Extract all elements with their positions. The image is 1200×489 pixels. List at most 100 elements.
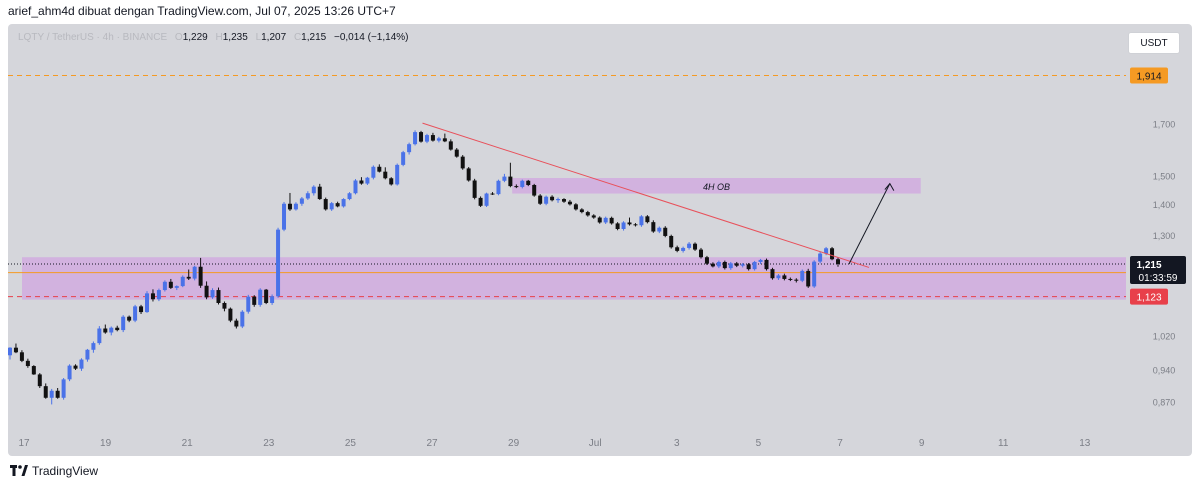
candle-body [127,316,132,321]
candle-body [484,193,489,206]
candle-body [419,132,424,142]
candle-body [97,328,102,344]
arrow-head-icon [884,182,895,191]
candle-body [311,186,316,194]
candle-body [704,257,709,264]
symbol-legend: LQTY / TetherUS · 4h · BINANCE O1,229 H1… [18,32,408,43]
candle-body [401,152,406,165]
candle-body [198,266,203,286]
candle-body [782,275,787,279]
candle-body [520,180,525,187]
footer-branding: TradingView [10,464,98,478]
candle-body [627,222,632,225]
candle-body [282,203,287,230]
price-badge [1130,67,1168,84]
high-value: 1,235 [222,32,248,43]
x-tick-label: 3 [674,438,680,449]
candle-body [31,366,36,375]
candle-body [651,222,656,232]
price-badge [1130,288,1168,305]
candle-body [180,276,185,287]
candle-body [287,203,292,210]
candle-body [85,349,90,360]
chart-caption: arief_ahm4d dibuat dengan TradingView.co… [8,4,396,18]
candle-body [329,203,334,210]
candle-body [752,261,757,270]
high-label: H [215,32,223,43]
candle-body [115,327,120,331]
order-block-zone [512,177,921,194]
candle-body [585,212,590,216]
trendline [422,122,870,268]
candle-body [818,253,823,262]
candle-body [490,193,495,195]
candle-body [413,132,418,145]
candle-body [722,261,727,269]
candle-body [806,270,811,287]
candle-body [192,266,197,279]
y-tick-label: 1,300 [1153,231,1176,241]
candle-body [13,347,18,353]
candle-body [246,296,251,312]
candle-body [252,296,257,305]
candle-body [317,186,322,200]
candle-body [371,166,376,178]
currency-button[interactable]: USDT [1128,32,1180,54]
candle-body [645,216,650,223]
candle-body [79,359,84,369]
y-tick-label: 1,500 [1153,172,1176,182]
candle-body [550,196,555,201]
candle-body [145,293,150,313]
x-tick-label: 21 [182,438,194,449]
candle-body [764,259,769,270]
candle-body [693,243,698,250]
candle-body [25,360,30,367]
candle-body [407,144,412,153]
change-value: −0,014 (−1,14%) [333,32,409,43]
candle-body [37,374,42,387]
candle-body [186,276,191,279]
candle-body [746,264,751,270]
candle-body [174,286,179,288]
candle-body [591,215,596,218]
candle-body [502,176,507,181]
candle-body [365,177,370,184]
candle-body [228,308,233,321]
price-chart[interactable]: 4H OB 17 19 21 23 25 27 29 Jul 3 5 7 9 11 13 1,700 1,500… [8,24,1192,456]
candle-body [258,289,263,305]
candle-body [19,352,24,361]
low-value: 1,207 [261,32,287,43]
price-badge-label: 1,914 [1136,72,1161,83]
candle-body [836,259,840,264]
candle-body [222,302,227,309]
open-label: O [174,32,183,43]
candle-body [305,193,310,199]
candle-body [824,248,829,254]
x-tick-label: Jul [589,438,602,449]
candle-body [460,156,465,169]
candle-body [395,164,400,185]
candle-body [359,180,364,184]
current-price-label: 1,215 [1136,260,1161,271]
candle-body [377,166,382,172]
candle-body [139,306,144,313]
candle-body [162,281,167,291]
candle-body [609,217,614,224]
candle-body [341,199,346,207]
candle-body [454,149,459,157]
candle-body [448,141,453,150]
price-badge-label: 1,123 [1136,293,1161,304]
x-tick-label: 11 [998,438,1009,449]
candle-body [681,247,686,251]
candle-body [347,193,352,200]
candle-body [43,386,48,398]
candle-body [621,222,626,229]
candle-body [67,365,72,380]
candle-body [61,379,66,398]
chart-frame[interactable]: 4H OB 17 19 21 23 25 27 29 Jul 3 5 7 9 11 13 1,700 1,500… [8,24,1192,456]
candle-body [514,186,519,188]
close-value: 1,215 [301,32,327,43]
x-tick-label: 5 [756,438,762,449]
x-tick-label: 23 [263,438,275,449]
candle-body [615,223,620,229]
